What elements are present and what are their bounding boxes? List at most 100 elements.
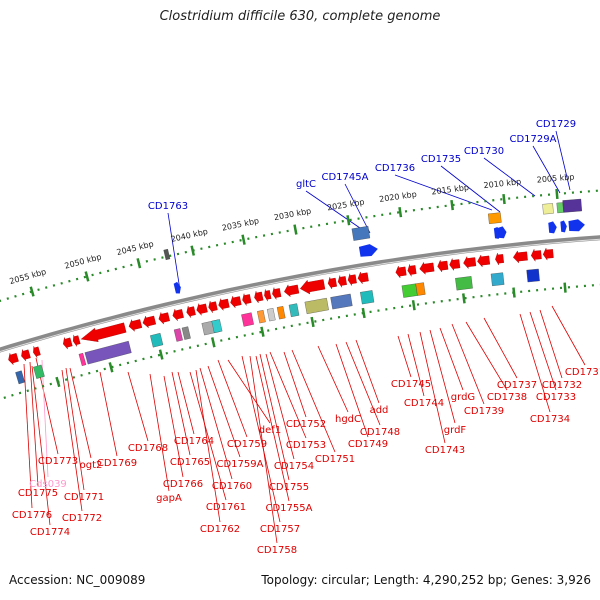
reverse-gene-label[interactable]: CD1760 bbox=[212, 481, 252, 492]
reverse-gene-label[interactable]: CD1776 bbox=[12, 510, 52, 521]
reverse-gene-label[interactable]: CD1738 bbox=[487, 392, 527, 403]
forward-gene-block[interactable] bbox=[556, 202, 564, 214]
reverse-gene-label[interactable]: CD1773 bbox=[38, 456, 78, 467]
reverse-gene-arrow[interactable] bbox=[80, 322, 127, 342]
forward-gene-label[interactable]: CD1730 bbox=[464, 146, 504, 157]
reverse-gene-label[interactable]: CD1775 bbox=[18, 488, 58, 499]
domain-block[interactable] bbox=[150, 333, 164, 348]
reverse-gene-arrow[interactable] bbox=[33, 346, 41, 358]
domain-block[interactable] bbox=[455, 276, 473, 291]
reverse-gene-label[interactable]: CD1759 bbox=[227, 439, 267, 450]
reverse-gene-label[interactable]: hgdC bbox=[335, 414, 361, 425]
reverse-gene-arrow[interactable] bbox=[419, 261, 435, 275]
domain-block[interactable] bbox=[526, 268, 540, 283]
reverse-gene-arrow[interactable] bbox=[158, 311, 171, 325]
reverse-gene-arrow[interactable] bbox=[172, 308, 184, 322]
reverse-gene-label[interactable]: CD1731 bbox=[565, 367, 600, 378]
forward-gene-label[interactable]: CD1735 bbox=[421, 154, 461, 165]
domain-block[interactable] bbox=[415, 282, 426, 296]
reverse-gene-label[interactable]: CD1734 bbox=[530, 414, 570, 425]
domain-block[interactable] bbox=[241, 312, 254, 327]
reverse-gene-arrow[interactable] bbox=[142, 315, 157, 329]
domain-block[interactable] bbox=[257, 309, 266, 324]
forward-gene-label[interactable]: CD1729A bbox=[510, 134, 557, 145]
reverse-gene-label[interactable]: add bbox=[370, 405, 389, 416]
reverse-gene-label[interactable]: CD1774 bbox=[30, 527, 70, 538]
domain-block[interactable] bbox=[288, 303, 300, 318]
reverse-gene-arrow[interactable] bbox=[463, 256, 477, 270]
reverse-gene-arrow[interactable] bbox=[72, 334, 81, 347]
reverse-gene-arrow[interactable] bbox=[495, 253, 504, 266]
reverse-gene-label[interactable]: CD1754 bbox=[274, 461, 314, 472]
reverse-gene-label[interactable]: CD1766 bbox=[163, 479, 203, 490]
reverse-gene-label[interactable]: CD1755A bbox=[266, 503, 313, 514]
reverse-gene-arrow[interactable] bbox=[327, 277, 338, 290]
reverse-gene-label[interactable]: CD1733 bbox=[536, 392, 576, 403]
reverse-gene-arrow[interactable] bbox=[407, 264, 417, 277]
forward-gene-block[interactable] bbox=[542, 203, 554, 215]
domain-block[interactable] bbox=[78, 352, 87, 366]
reverse-gene-label[interactable]: CD1749 bbox=[348, 439, 388, 450]
reverse-gene-label[interactable]: CD1765 bbox=[170, 457, 210, 468]
reverse-gene-arrow[interactable] bbox=[357, 271, 369, 285]
reverse-gene-label[interactable]: CD1769 bbox=[97, 458, 137, 469]
forward-gene-block[interactable] bbox=[488, 212, 502, 224]
reverse-gene-label[interactable]: ogt2 bbox=[80, 460, 103, 471]
reverse-gene-arrow[interactable] bbox=[272, 287, 282, 300]
forward-gene-label[interactable]: CD1736 bbox=[375, 163, 415, 174]
forward-gene-label[interactable]: CD1745A bbox=[322, 172, 369, 183]
reverse-gene-label[interactable]: CD1744 bbox=[404, 398, 444, 409]
reverse-gene-arrow[interactable] bbox=[254, 291, 264, 304]
reverse-gene-arrow[interactable] bbox=[337, 275, 347, 288]
forward-gene-arrow[interactable] bbox=[497, 226, 507, 239]
reverse-gene-label[interactable]: CD1759A bbox=[217, 459, 264, 470]
reverse-gene-arrow[interactable] bbox=[196, 302, 208, 316]
reverse-gene-label[interactable]: CD1761 bbox=[206, 502, 246, 513]
reverse-gene-arrow[interactable] bbox=[299, 279, 326, 295]
reverse-gene-label[interactable]: CD1743 bbox=[425, 445, 465, 456]
reverse-gene-arrow[interactable] bbox=[208, 300, 218, 313]
domain-block[interactable] bbox=[33, 364, 45, 379]
reverse-gene-arrow[interactable] bbox=[542, 247, 554, 261]
reverse-gene-arrow[interactable] bbox=[63, 337, 73, 350]
reverse-gene-label[interactable]: CD1737 bbox=[497, 380, 537, 391]
reverse-gene-arrow[interactable] bbox=[284, 284, 300, 298]
reverse-gene-arrow[interactable] bbox=[449, 257, 461, 272]
reverse-gene-label[interactable]: CD1771 bbox=[64, 492, 104, 503]
domain-block[interactable] bbox=[84, 340, 132, 365]
reverse-gene-arrow[interactable] bbox=[128, 318, 143, 332]
reverse-gene-arrow[interactable] bbox=[21, 349, 31, 362]
reverse-gene-label[interactable]: CD1764 bbox=[174, 436, 214, 447]
reverse-gene-label[interactable]: CD1739 bbox=[464, 406, 504, 417]
domain-block[interactable] bbox=[490, 272, 505, 287]
domain-block[interactable] bbox=[173, 328, 183, 342]
forward-gene-arrow[interactable] bbox=[358, 244, 378, 257]
forward-gene-arrow[interactable] bbox=[548, 221, 557, 234]
reverse-gene-label[interactable]: CD1768 bbox=[128, 443, 168, 454]
domain-block[interactable] bbox=[401, 283, 418, 298]
reverse-gene-label[interactable]: CD1732 bbox=[542, 380, 582, 391]
reverse-gene-arrow[interactable] bbox=[477, 254, 491, 268]
reverse-gene-arrow[interactable] bbox=[8, 352, 19, 365]
reverse-gene-label[interactable]: CD1762 bbox=[200, 524, 240, 535]
reverse-gene-arrow[interactable] bbox=[230, 295, 242, 309]
reverse-gene-arrow[interactable] bbox=[395, 265, 407, 279]
reverse-gene-label[interactable]: gapA bbox=[156, 493, 182, 504]
reverse-gene-label[interactable]: CD1745 bbox=[391, 379, 431, 390]
forward-gene-label[interactable]: gltC bbox=[296, 179, 316, 190]
forward-gene-arrow[interactable] bbox=[173, 281, 181, 294]
domain-block[interactable] bbox=[211, 319, 223, 334]
reverse-gene-arrow[interactable] bbox=[218, 297, 230, 312]
domain-block[interactable] bbox=[15, 370, 26, 385]
reverse-gene-arrow[interactable] bbox=[513, 250, 528, 264]
domain-block[interactable] bbox=[360, 290, 375, 305]
reverse-gene-arrow[interactable] bbox=[347, 273, 357, 286]
reverse-gene-label[interactable]: CD1757 bbox=[260, 524, 300, 535]
reverse-gene-label[interactable]: def1 bbox=[259, 425, 281, 436]
forward-gene-label[interactable]: CD1729 bbox=[536, 119, 576, 130]
domain-block[interactable] bbox=[304, 297, 329, 315]
forward-gene-block[interactable] bbox=[562, 198, 582, 213]
reverse-gene-label[interactable]: CD1758 bbox=[257, 545, 297, 556]
reverse-gene-label[interactable]: CD1751 bbox=[315, 454, 355, 465]
forward-gene-block[interactable] bbox=[163, 248, 171, 261]
